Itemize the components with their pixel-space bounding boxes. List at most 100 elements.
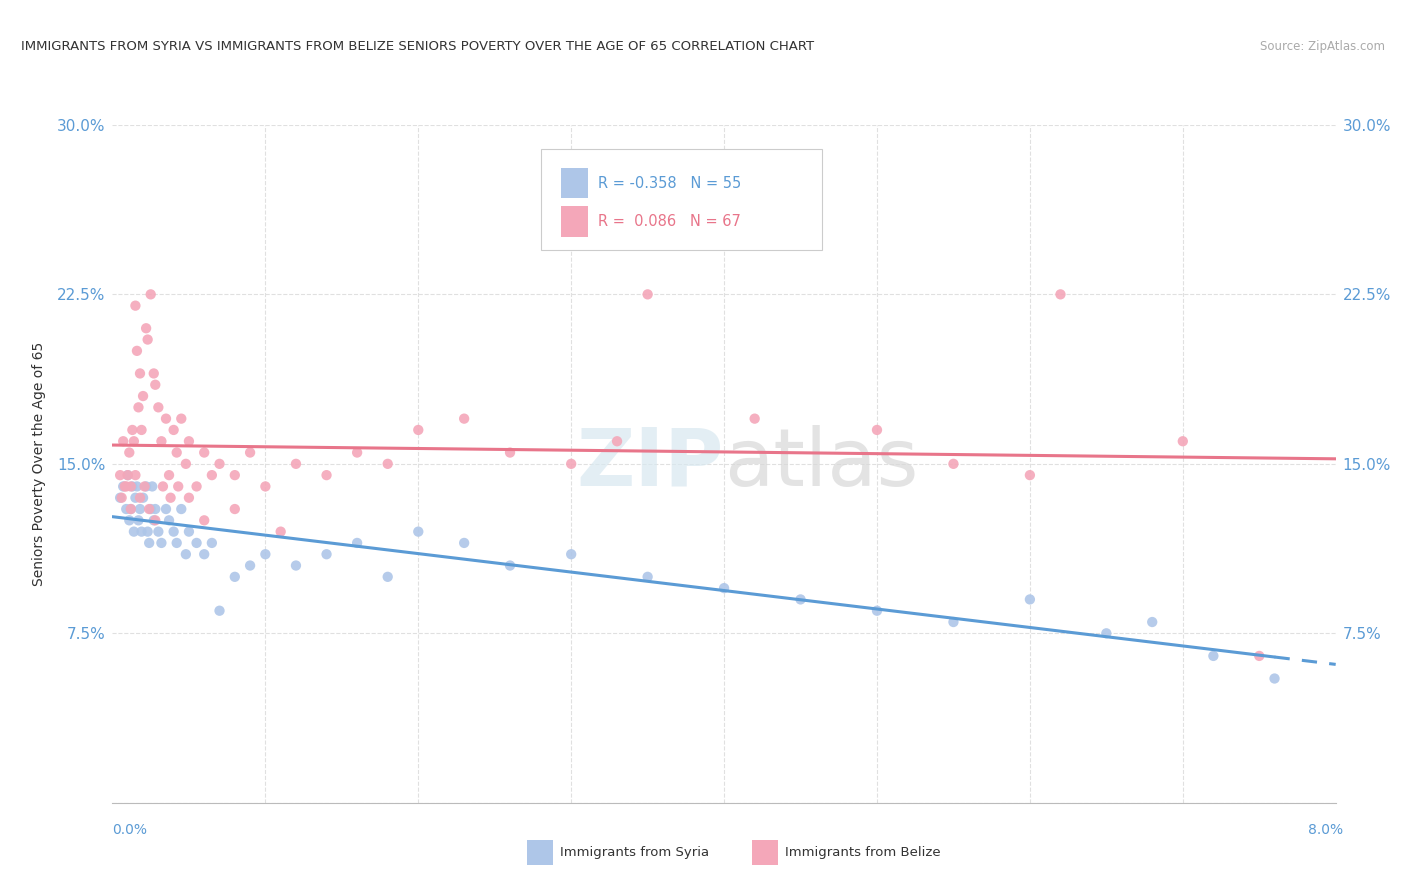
Point (114, 479, 136, 493)
Point (284, 457, 308, 471)
Point (239, 558, 262, 573)
Point (122, 524, 145, 539)
Point (284, 558, 308, 573)
Point (124, 491, 146, 505)
Point (120, 479, 142, 493)
Point (125, 479, 148, 493)
Point (121, 479, 143, 493)
Point (224, 570, 246, 584)
Point (131, 423, 153, 437)
Point (152, 479, 174, 493)
Point (201, 536, 224, 550)
Point (453, 411, 475, 425)
Point (139, 502, 162, 516)
Point (155, 411, 177, 425)
Bar (561, 206, 588, 236)
Point (142, 367, 165, 381)
Point (148, 524, 170, 539)
Point (157, 513, 180, 527)
Point (143, 377, 166, 392)
Point (139, 287, 162, 301)
Point (143, 513, 166, 527)
Point (270, 524, 292, 539)
Text: atlas: atlas (724, 425, 918, 503)
Bar (561, 168, 588, 198)
Point (125, 343, 148, 358)
Point (132, 389, 155, 403)
Point (112, 479, 135, 493)
Point (637, 570, 659, 584)
Point (224, 502, 246, 516)
Point (177, 524, 200, 539)
Point (124, 299, 146, 313)
Point (141, 479, 163, 493)
Point (942, 457, 965, 471)
Point (315, 547, 337, 561)
Point (121, 423, 143, 437)
Point (177, 491, 200, 505)
Point (170, 502, 193, 516)
Y-axis label: Seniors Poverty Over the Age of 65: Seniors Poverty Over the Age of 65 (32, 342, 46, 586)
Point (124, 468, 146, 483)
FancyBboxPatch shape (540, 149, 823, 251)
Point (120, 502, 142, 516)
Point (377, 570, 399, 584)
Point (120, 502, 142, 516)
Point (1171, 434, 1194, 449)
Point (377, 457, 399, 471)
Text: ZIP: ZIP (576, 425, 724, 503)
Point (108, 491, 131, 505)
Point (150, 536, 173, 550)
Point (174, 547, 197, 561)
Point (138, 536, 160, 550)
Point (315, 468, 337, 483)
Point (239, 445, 262, 459)
Text: Immigrants from Belize: Immigrants from Belize (785, 847, 941, 859)
Point (166, 445, 188, 459)
Point (129, 367, 152, 381)
Point (224, 468, 246, 483)
Point (157, 468, 180, 483)
Point (346, 536, 368, 550)
Point (129, 491, 152, 505)
Point (166, 536, 188, 550)
Point (186, 479, 208, 493)
Point (118, 445, 141, 459)
Point (789, 592, 811, 607)
Point (155, 502, 177, 516)
Point (499, 558, 522, 573)
Point (132, 491, 155, 505)
Point (942, 615, 965, 629)
Point (122, 434, 145, 449)
Text: 0.0%: 0.0% (112, 823, 148, 837)
Text: Immigrants from Syria: Immigrants from Syria (560, 847, 709, 859)
Point (408, 423, 430, 437)
Point (193, 547, 215, 561)
Point (744, 411, 766, 425)
Point (346, 445, 368, 459)
Point (1249, 648, 1271, 663)
Text: IMMIGRANTS FROM SYRIA VS IMMIGRANTS FROM BELIZE SENIORS POVERTY OVER THE AGE OF : IMMIGRANTS FROM SYRIA VS IMMIGRANTS FROM… (21, 40, 814, 54)
Point (170, 411, 193, 425)
Point (193, 513, 215, 527)
Point (637, 287, 659, 301)
Point (177, 434, 200, 449)
Point (453, 536, 475, 550)
Point (131, 524, 153, 539)
Point (254, 547, 277, 561)
Point (138, 502, 160, 516)
Point (499, 445, 522, 459)
Point (1095, 626, 1118, 640)
Point (163, 423, 186, 437)
Point (129, 502, 152, 516)
Point (254, 479, 277, 493)
Point (135, 479, 157, 493)
Point (1049, 287, 1071, 301)
Point (1018, 592, 1040, 607)
Point (1142, 615, 1164, 629)
Point (150, 434, 173, 449)
Point (115, 502, 138, 516)
Point (167, 479, 190, 493)
Point (1018, 468, 1040, 483)
Point (408, 524, 430, 539)
